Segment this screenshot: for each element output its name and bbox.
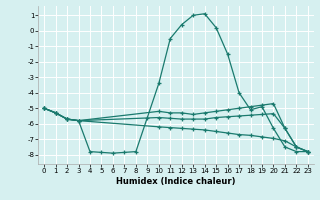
- X-axis label: Humidex (Indice chaleur): Humidex (Indice chaleur): [116, 177, 236, 186]
